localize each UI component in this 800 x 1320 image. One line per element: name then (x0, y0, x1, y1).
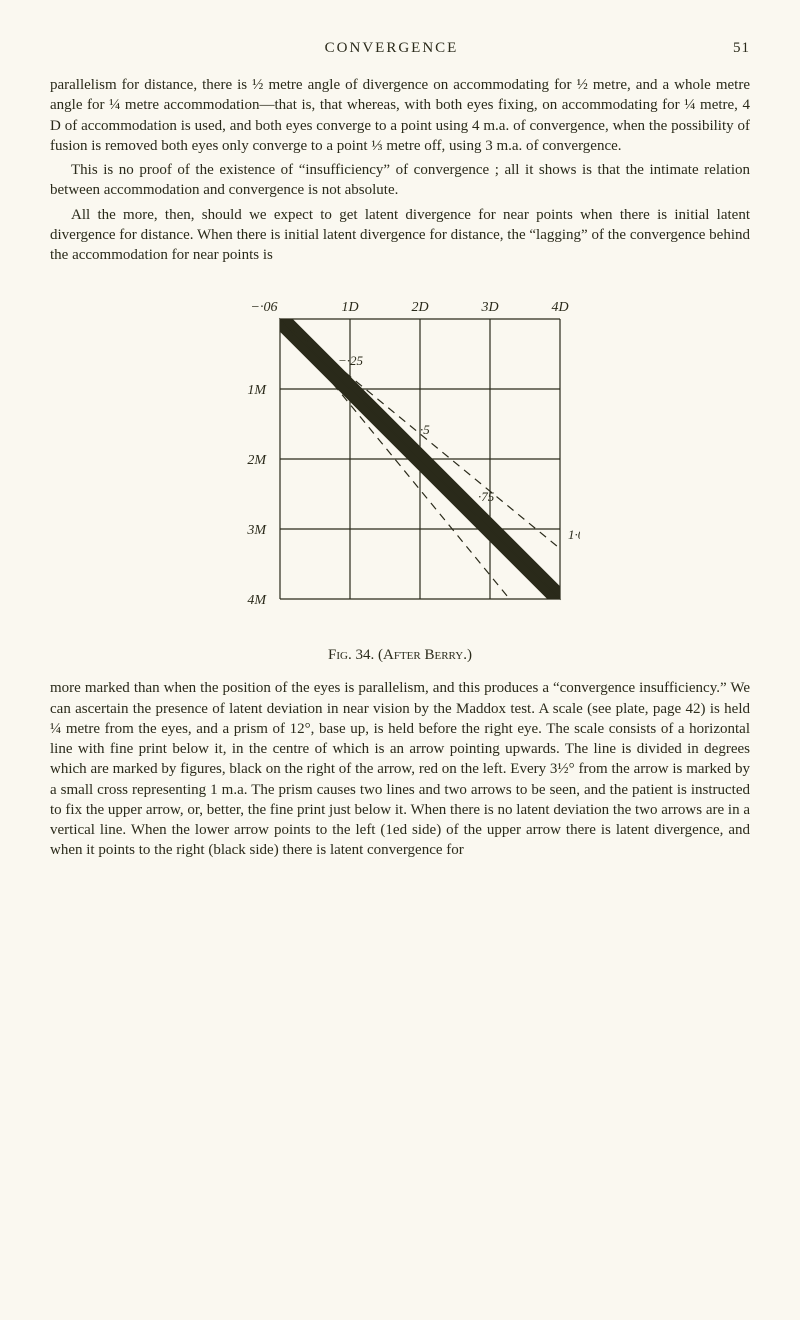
svg-text:2D: 2D (411, 300, 428, 315)
svg-text:3M: 3M (246, 523, 267, 538)
svg-text:1D: 1D (341, 300, 358, 315)
svg-text:1M: 1M (247, 383, 267, 398)
paragraph: All the more, then, should we expect to … (50, 205, 750, 266)
figure-34: −·06 1D 2D 3D 4D 1M 2M 3M 4M −·25 ·5 ·75 1·0 (50, 279, 750, 639)
paragraph: parallelism for distance, there is ½ met… (50, 75, 750, 156)
svg-text:−·25: −·25 (338, 353, 364, 368)
figure-caption: Fig. 34. (After Berry.) (50, 647, 750, 664)
svg-text:4D: 4D (551, 300, 568, 315)
svg-text:−·06: −·06 (251, 300, 278, 315)
svg-text:1·0: 1·0 (568, 527, 580, 542)
page-number: 51 (733, 40, 750, 57)
page-title: CONVERGENCE (325, 40, 459, 57)
svg-text:·75: ·75 (478, 489, 495, 504)
diagram-svg: −·06 1D 2D 3D 4D 1M 2M 3M 4M −·25 ·5 ·75 1·0 (220, 279, 580, 639)
svg-text:·5: ·5 (420, 422, 430, 437)
svg-text:2M: 2M (247, 453, 267, 468)
svg-text:4M: 4M (247, 593, 267, 608)
svg-text:3D: 3D (480, 300, 498, 315)
paragraph: more marked than when the position of th… (50, 678, 750, 860)
paragraph: This is no proof of the existence of “in… (50, 160, 750, 201)
running-header: CONVERGENCE 51 (50, 40, 750, 57)
